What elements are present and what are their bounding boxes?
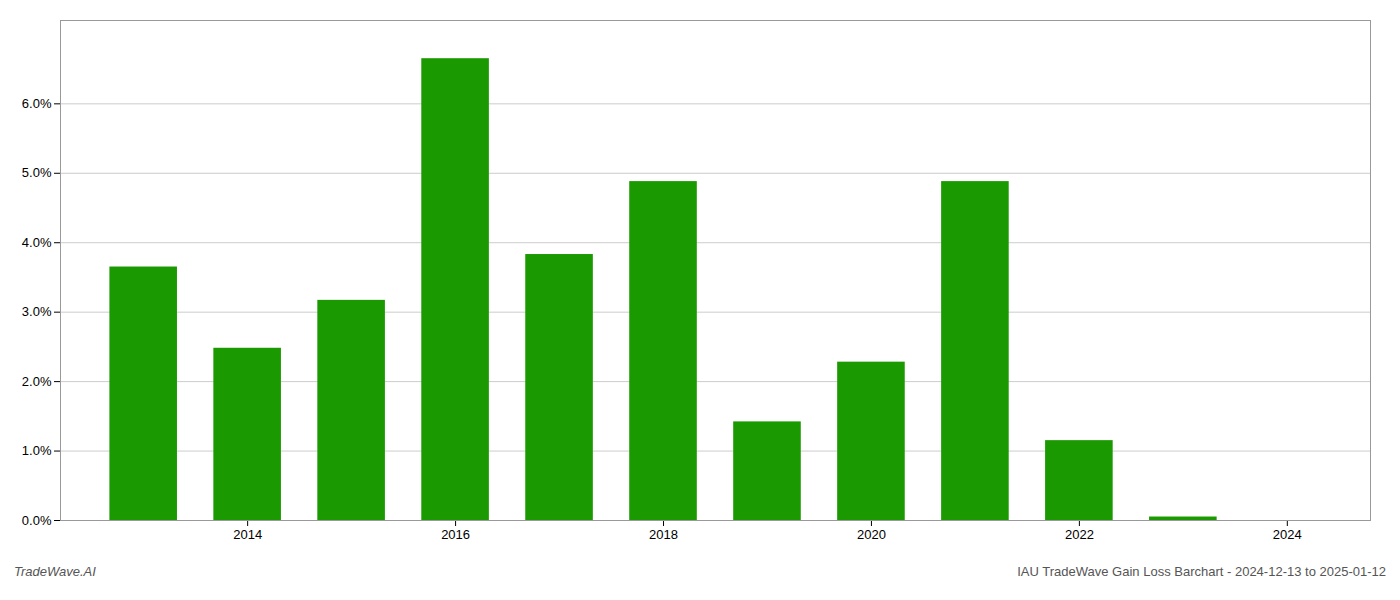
- svg-text:3.0%: 3.0%: [22, 304, 52, 319]
- svg-text:2022: 2022: [1065, 527, 1094, 542]
- svg-text:6.0%: 6.0%: [22, 96, 52, 111]
- svg-text:5.0%: 5.0%: [22, 165, 52, 180]
- html-text:TradeWave.AI: TradeWave.AI: [14, 564, 96, 579]
- svg-text:2024: 2024: [1273, 527, 1302, 542]
- svg-text:2.0%: 2.0%: [22, 374, 52, 389]
- svg-text:0.0%: 0.0%: [22, 513, 52, 528]
- svg-text:1.0%: 1.0%: [22, 443, 52, 458]
- svg-text:2014: 2014: [233, 527, 262, 542]
- svg-text:4.0%: 4.0%: [22, 235, 52, 250]
- svg-text:2020: 2020: [857, 527, 886, 542]
- svg-text:2018: 2018: [649, 527, 678, 542]
- svg-text:2016: 2016: [441, 527, 470, 542]
- html-text:IAU TradeWave Gain Loss Barcha: IAU TradeWave Gain Loss Barchart - 2024-…: [1017, 564, 1386, 579]
